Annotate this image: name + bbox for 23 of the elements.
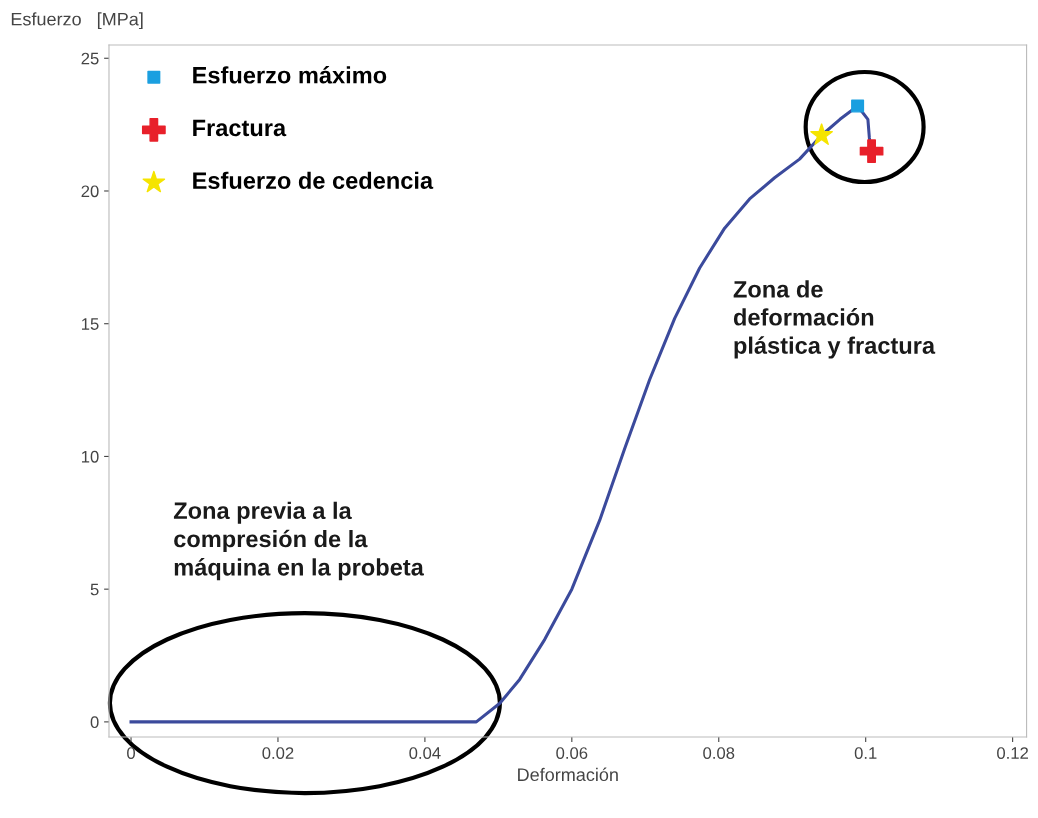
y-tick-label: 10 [82, 450, 99, 463]
y-axis-title: Esfuerzo [MPa] [11, 12, 143, 30]
point [859, 139, 884, 164]
x-tick-label: 0 [127, 747, 136, 759]
x-tick-label: 0.1 [854, 747, 877, 759]
y-tick-label: 5 [90, 583, 99, 596]
x-axis-title: Deformación [518, 767, 618, 782]
x-tick-label: 0.06 [556, 747, 588, 759]
y-tick-label: 20 [81, 185, 99, 198]
x-tick-label: 0.04 [409, 747, 441, 759]
legend-label: Esfuerzo de cedencia [193, 171, 434, 189]
x-tick-label: 0.12 [997, 747, 1029, 759]
legend-label: Fractura [193, 119, 287, 137]
annotation: Zona previa a la compresión de la máquina en la probeta [173, 501, 424, 581]
y-tick-label: 0 [90, 716, 99, 729]
legend-label: Esfuerzo máximo [193, 66, 387, 84]
y-tick-label: 15 [82, 318, 99, 330]
annotation: Zona de deformación plástica y fractura [733, 280, 936, 359]
point [810, 123, 833, 145]
y-tick-label: 25 [81, 52, 99, 65]
x-tick-label: 0.02 [262, 747, 294, 759]
point [851, 99, 865, 113]
x-tick-label: 0.08 [703, 747, 735, 759]
